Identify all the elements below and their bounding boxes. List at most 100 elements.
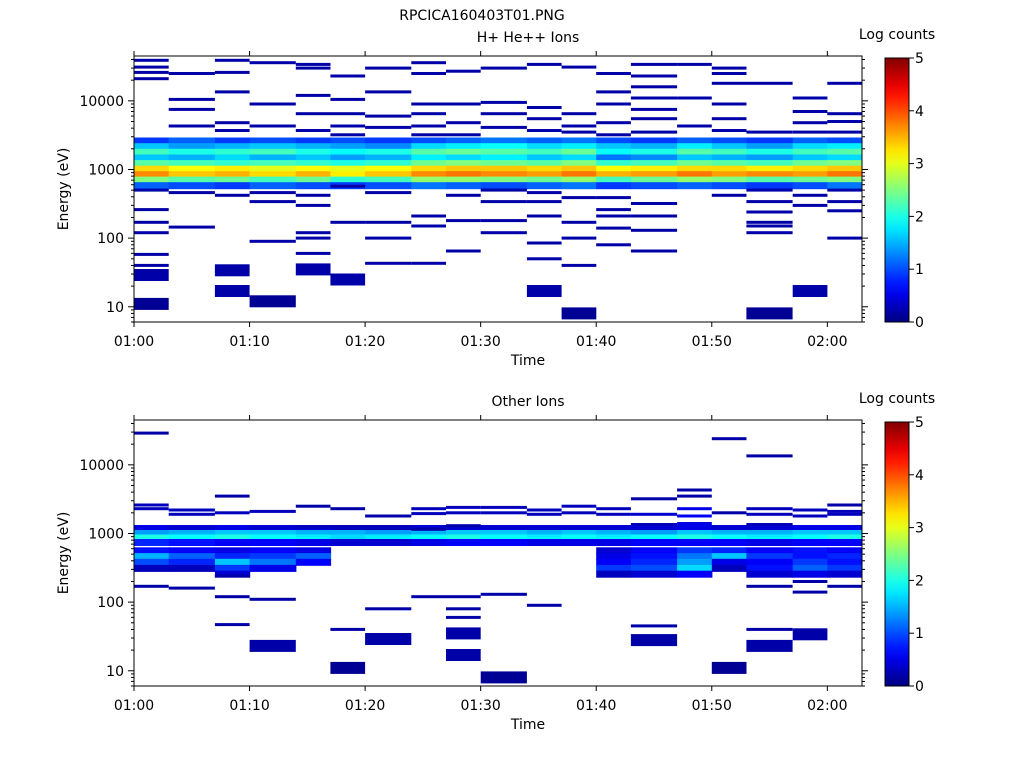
- heatmap-cell: [596, 176, 632, 184]
- panel-title: H+ He++ Ions: [477, 30, 580, 46]
- colorbar-tick-label: 1: [915, 626, 924, 642]
- heatmap-cell: [596, 72, 631, 75]
- heatmap-cell: [746, 165, 794, 173]
- heatmap-cell: [249, 547, 297, 555]
- heatmap-cell: [561, 530, 597, 537]
- heatmap-cell: [330, 97, 366, 101]
- heatmap-cell: [526, 525, 563, 532]
- heatmap-cell: [330, 176, 366, 184]
- heatmap-cell: [134, 188, 169, 192]
- heatmap-cell: [214, 494, 250, 498]
- heatmap-cell: [630, 558, 678, 566]
- heatmap-cell: [295, 525, 331, 529]
- heatmap-cell: [596, 208, 631, 212]
- heatmap-cell: [746, 130, 793, 134]
- heatmap-cell: [249, 200, 296, 204]
- heatmap-cell: [596, 553, 632, 561]
- heatmap-cell: [526, 603, 562, 607]
- x-tick-label: 01:40: [576, 334, 616, 350]
- heatmap-cell: [249, 534, 297, 542]
- heatmap-cell: [596, 558, 632, 566]
- heatmap-cell: [295, 547, 332, 555]
- heatmap-cell: [295, 137, 332, 145]
- heatmap-cell: [214, 595, 250, 599]
- heatmap-cell: [677, 507, 712, 511]
- heatmap-cell: [134, 182, 170, 190]
- heatmap-cell: [677, 570, 713, 578]
- x-tick-label: 01:30: [460, 334, 500, 350]
- y-tick-label: 1000: [88, 162, 124, 178]
- heatmap-cell: [792, 130, 828, 134]
- heatmap-cell: [792, 285, 828, 297]
- heatmap-cell: [134, 70, 169, 74]
- heatmap-cell: [330, 530, 366, 537]
- heatmap-cell: [746, 525, 794, 532]
- heatmap-cell: [526, 176, 563, 184]
- heatmap-cell: [168, 171, 216, 179]
- heatmap-cell: [411, 72, 446, 75]
- heatmap-cell: [446, 143, 482, 151]
- heatmap-cell: [561, 220, 597, 224]
- heatmap-cell: [630, 154, 678, 162]
- heatmap-cell: [249, 148, 297, 156]
- heatmap-cell: [411, 143, 447, 151]
- heatmap-cell: [480, 231, 527, 235]
- heatmap-cell: [365, 143, 412, 151]
- heatmap-cell: [677, 62, 712, 66]
- heatmap-cell: [677, 547, 713, 555]
- heatmap-cell: [596, 564, 632, 572]
- heatmap-cell: [365, 633, 412, 645]
- heatmap-cell: [711, 547, 748, 555]
- heatmap-cell: [630, 564, 678, 572]
- heatmap-cell: [630, 525, 678, 532]
- heatmap-cell: [630, 512, 678, 516]
- heatmap-cell: [446, 137, 482, 145]
- heatmap-cell: [792, 110, 828, 113]
- heatmap-cell: [134, 584, 169, 588]
- heatmap-cell: [630, 570, 678, 578]
- heatmap-cell: [214, 264, 250, 277]
- heatmap-cell: [214, 534, 251, 542]
- colorbar-tick-label: 0: [915, 679, 924, 695]
- heatmap-cell: [330, 507, 366, 511]
- heatmap-cell: [330, 137, 366, 145]
- plot-frame: [133, 55, 863, 323]
- heatmap-cell: [827, 564, 862, 572]
- heatmap-cell: [827, 120, 862, 123]
- heatmap-cell: [446, 171, 482, 179]
- heatmap-cell: [746, 558, 794, 566]
- heatmap-cell: [214, 154, 251, 162]
- heatmap-cell: [746, 171, 794, 179]
- heatmap-cell: [214, 547, 251, 555]
- heatmap-cell: [295, 231, 331, 235]
- heatmap-cell: [295, 176, 332, 184]
- heatmap-cell: [249, 182, 297, 190]
- heatmap-cell: [134, 171, 170, 179]
- heatmap-cell: [295, 558, 332, 566]
- heatmap-cell: [746, 564, 794, 572]
- heatmap-cell: [792, 176, 828, 184]
- heatmap-cell: [561, 182, 597, 190]
- heatmap-cell: [827, 570, 862, 578]
- heatmap-cell: [168, 539, 216, 546]
- heatmap-cell: [596, 534, 632, 542]
- heatmap-cell: [168, 165, 216, 173]
- heatmap-cell: [746, 530, 794, 537]
- heatmap-cell: [480, 148, 528, 156]
- heatmap-cell: [249, 137, 297, 145]
- heatmap-cell: [596, 512, 631, 516]
- heatmap-cell: [792, 553, 828, 561]
- colorbar-tick-label: 0: [915, 315, 924, 331]
- heatmap-cell: [134, 165, 170, 173]
- heatmap-cell: [330, 184, 366, 188]
- heatmap-cell: [411, 176, 447, 184]
- heatmap-cell: [711, 154, 748, 162]
- heatmap-cell: [827, 200, 862, 204]
- heatmap-cell: [330, 74, 366, 78]
- heatmap-cell: [792, 154, 828, 162]
- heatmap-cell: [214, 564, 251, 572]
- heatmap-cell: [711, 102, 747, 106]
- colorbar: [884, 421, 910, 687]
- heatmap-cell: [134, 431, 169, 435]
- heatmap-cell: [792, 514, 828, 518]
